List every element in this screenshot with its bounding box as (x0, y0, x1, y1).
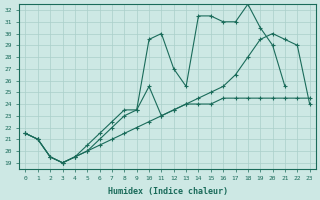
X-axis label: Humidex (Indice chaleur): Humidex (Indice chaleur) (108, 187, 228, 196)
